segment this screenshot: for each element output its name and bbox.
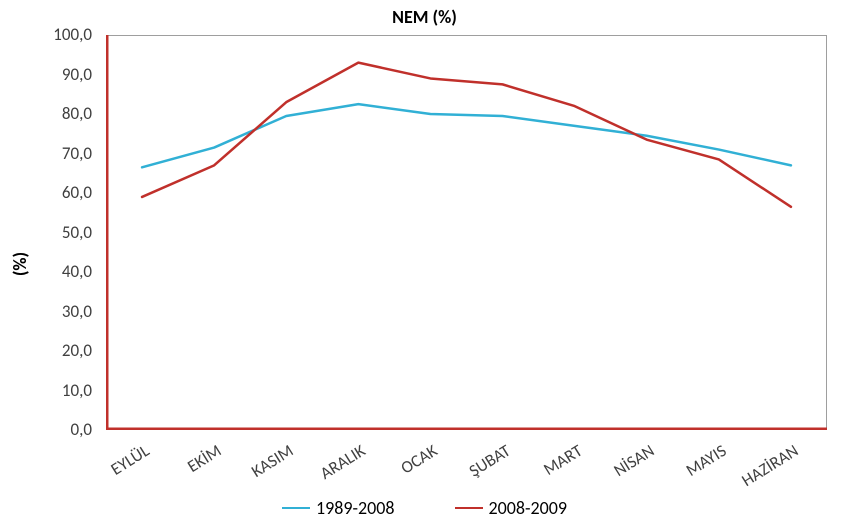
y-tick-label: 30,0 <box>0 301 92 322</box>
y-tick-label: 20,0 <box>0 340 92 361</box>
chart-frame: { "chart": { "type": "line", "title": "N… <box>0 0 849 528</box>
y-tick-label: 100,0 <box>0 24 92 45</box>
chart-title: NEM (%) <box>0 6 849 28</box>
y-tick-label: 50,0 <box>0 222 92 243</box>
y-tick-label: 90,0 <box>0 64 92 85</box>
y-tick-label: 40,0 <box>0 261 92 282</box>
y-tick-label: 60,0 <box>0 182 92 203</box>
y-tick-label: 0,0 <box>0 419 92 440</box>
y-tick-label: 80,0 <box>0 103 92 124</box>
y-tick-label: 10,0 <box>0 380 92 401</box>
y-tick-label: 70,0 <box>0 143 92 164</box>
plot-area <box>106 35 827 430</box>
